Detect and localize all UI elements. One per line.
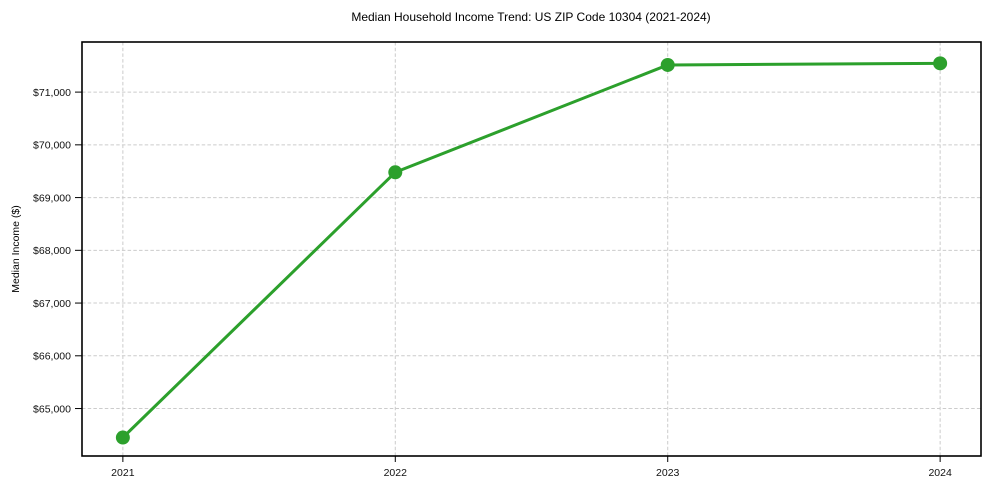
y-tick-label: $71,000: [33, 87, 71, 99]
x-tick-label: 2024: [928, 467, 952, 479]
y-tick-label: $68,000: [33, 245, 71, 257]
data-point: [660, 57, 675, 72]
y-tick-label: $70,000: [33, 140, 71, 152]
grid-layer: 2021 2022 2023 2024 $65,000 $66,000 $67,000 $68…: [33, 42, 981, 479]
data-point: [115, 430, 130, 445]
y-tick-label: $65,000: [33, 403, 71, 415]
data-point: [933, 56, 948, 71]
series-layer: [115, 56, 948, 445]
data-point: [388, 165, 403, 180]
y-tick-label: $69,000: [33, 192, 71, 204]
x-tick-label: 2021: [111, 467, 135, 479]
trend-line: [121, 61, 941, 439]
chart-title: Median Household Income Trend: US ZIP Co…: [351, 10, 710, 24]
y-axis-label: Median Income ($): [10, 205, 22, 293]
plot-border: [81, 41, 982, 457]
x-tick-label: 2023: [656, 467, 680, 479]
y-tick-label: $67,000: [33, 298, 71, 310]
y-tick-label: $66,000: [33, 351, 71, 363]
x-tick-label: 2022: [384, 467, 408, 479]
